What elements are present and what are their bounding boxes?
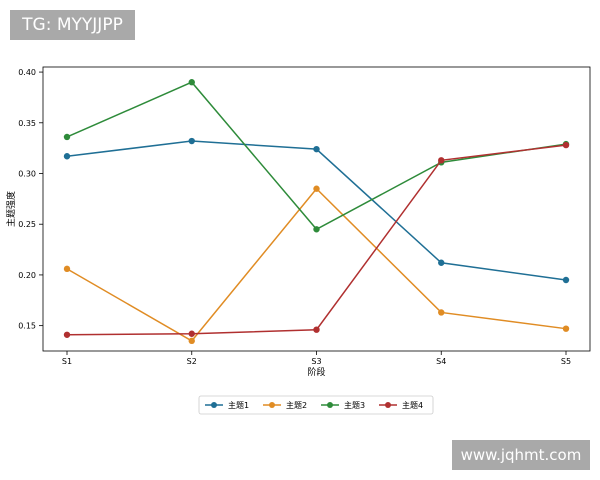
x-axis-label: 阶段 <box>307 366 325 378</box>
plot-border <box>42 66 591 352</box>
x-tick-label: S2 <box>187 357 197 366</box>
data-point <box>63 265 71 273</box>
y-tick-label: 0.20 <box>18 271 36 280</box>
data-point <box>313 326 320 333</box>
legend-label: 主题4 <box>402 400 423 410</box>
data-point <box>63 153 71 160</box>
legend-item: 主题2 <box>263 400 307 410</box>
legend-label: 主题3 <box>344 400 365 410</box>
x-tick-label: S1 <box>62 357 72 366</box>
y-tick-label: 0.30 <box>18 170 36 179</box>
y-tick-label: 0.35 <box>18 119 36 128</box>
watermark-top-left: TG: MYYJJPP <box>10 10 135 40</box>
legend-swatch-marker <box>269 402 275 408</box>
data-point <box>188 79 195 86</box>
legend-box <box>198 395 434 415</box>
data-point <box>562 325 570 332</box>
plot-frame <box>42 66 591 352</box>
legend-item: 主题3 <box>321 400 365 410</box>
y-tick-label: 0.15 <box>18 322 36 331</box>
data-point <box>313 185 320 192</box>
legend-swatch-marker <box>385 402 391 408</box>
data-point <box>438 157 445 164</box>
x-tick-label: S5 <box>561 357 571 366</box>
data-point <box>438 259 445 266</box>
y-tick-label: 0.25 <box>18 220 36 229</box>
y-axis-ticks: 0.15 0.20 0.25 0.30 0.35 0.40 <box>18 68 43 331</box>
legend: 主题1 主题2 主题3 主题4 <box>198 395 434 415</box>
series-3 <box>63 79 570 233</box>
data-point <box>313 226 320 233</box>
data-point <box>188 137 195 145</box>
data-point <box>438 309 445 316</box>
data-point <box>562 276 570 284</box>
series-line <box>66 140 567 281</box>
data-point <box>188 330 195 337</box>
data-point <box>313 145 320 153</box>
series-4 <box>63 141 570 338</box>
legend-swatch-marker <box>211 402 217 408</box>
y-tick-label: 0.40 <box>18 68 36 77</box>
series-line <box>66 81 567 231</box>
series-2 <box>63 185 570 345</box>
series-line <box>66 187 567 342</box>
x-tick-label: S3 <box>311 357 321 366</box>
legend-label: 主题2 <box>286 400 307 410</box>
legend-item: 主题1 <box>205 400 249 410</box>
series-1 <box>63 137 570 284</box>
series-line <box>66 144 567 336</box>
x-tick-label: S4 <box>436 357 446 366</box>
series-layer <box>63 79 570 345</box>
y-axis-label: 主题强度 <box>5 191 17 227</box>
legend-swatch-marker <box>327 402 333 408</box>
data-point <box>562 141 570 149</box>
legend-label: 主题1 <box>228 400 249 410</box>
legend-item: 主题4 <box>379 400 423 410</box>
data-point <box>188 337 195 345</box>
data-point <box>63 133 71 141</box>
x-axis-ticks: S1 S2 S3 S4 S5 <box>62 351 571 366</box>
watermark-bottom-right: www.jqhmt.com <box>452 440 590 470</box>
data-point <box>63 331 71 338</box>
